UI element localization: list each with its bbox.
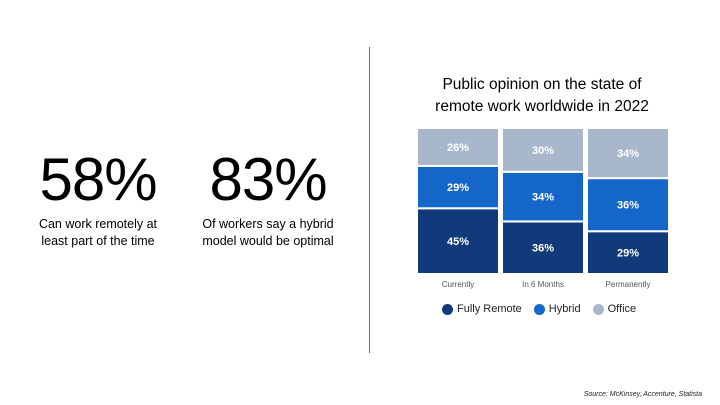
bar-value-label: 34%: [532, 192, 554, 204]
stat-hybrid-optimal: 83% Of workers say a hybrid model would …: [190, 148, 346, 250]
legend-swatch: [442, 303, 453, 315]
chart-title-line: Public opinion on the state of: [442, 76, 642, 93]
stat-description-line: Of workers say a hybrid: [202, 217, 334, 231]
bar-segment-office: [586, 127, 670, 180]
stat-description-line: least part of the time: [41, 234, 155, 248]
legend-swatch: [592, 303, 604, 315]
legend-swatch: [533, 303, 545, 315]
legend-label: Hybrid: [548, 303, 581, 315]
chart-title: Public opinion on the state of remote wo…: [400, 74, 684, 118]
bar-value-label: 29%: [447, 182, 469, 194]
stat-value: 83%: [209, 146, 327, 213]
stat-description: Of workers say a hybrid model would be o…: [190, 216, 346, 250]
legend-item-hybrid: Hybrid: [533, 303, 581, 315]
bar-value-label: 26%: [447, 142, 469, 154]
bar-segment-fully-remote: [586, 230, 670, 276]
bar-value-label: 45%: [447, 236, 469, 248]
stat-description-line: Can work remotely at: [38, 217, 158, 231]
chart-title-line: remote work worldwide in 2022: [435, 98, 649, 115]
legend-label: Fully Remote: [457, 303, 522, 315]
bar-segment-office: [416, 127, 500, 167]
stat-remote-work: 58% Can work remotely at least part of t…: [28, 148, 168, 250]
bar-value-label: 34%: [617, 148, 639, 160]
x-tick-label: Permanently: [606, 280, 651, 289]
legend-item-office: Office: [592, 303, 637, 315]
bar-value-label: 36%: [532, 243, 554, 255]
bar-value-label: 30%: [532, 145, 554, 157]
chart-legend: Fully Remote Hybrid Office: [442, 303, 648, 315]
bar-segment-hybrid: [501, 170, 585, 223]
legend-label: Office: [607, 303, 637, 315]
legend-item-fully-remote: Fully Remote: [442, 303, 522, 315]
vertical-divider: [369, 47, 370, 353]
stat-description: Can work remotely at least part of the t…: [28, 216, 168, 250]
x-tick-label: Currently: [442, 280, 474, 289]
x-tick-label: In 6 Months: [522, 280, 564, 289]
bar-value-label: 29%: [617, 248, 639, 260]
stat-description-line: model would be optimal: [202, 234, 334, 248]
bar-segment-office: [501, 127, 585, 173]
source-note: Source: McKinsey, Accenture, Statista: [583, 391, 702, 398]
bar-value-label: 36%: [617, 200, 639, 212]
stat-value: 58%: [39, 146, 157, 213]
bar-segment-fully-remote: [501, 220, 585, 276]
